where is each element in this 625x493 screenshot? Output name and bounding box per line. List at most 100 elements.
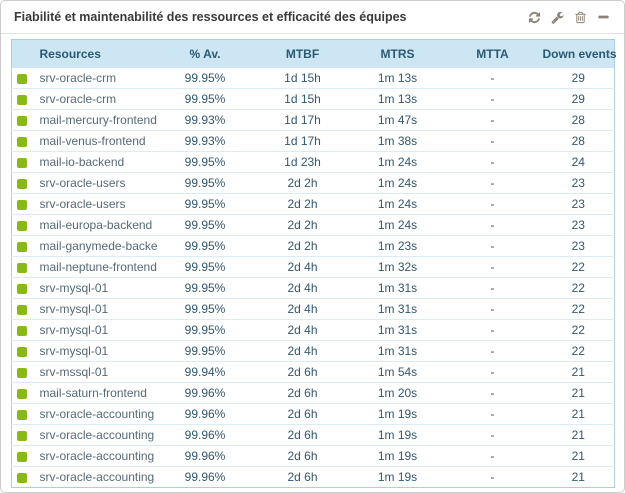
- mtbf-value: 2d 6h: [252, 361, 353, 383]
- mtbf-value: 2d 2h: [252, 172, 353, 194]
- table-row[interactable]: mail-europa-backend 99.95% 2d 2h 1m 24s …: [11, 214, 615, 236]
- widget-header: Fiabilité et maintenabilité des ressourc…: [1, 1, 624, 34]
- table-row[interactable]: srv-mysql-01 99.95% 2d 4h 1m 31s - 22: [11, 319, 615, 341]
- table-row[interactable]: mail-saturn-frontend 99.96% 2d 6h 1m 20s…: [11, 382, 615, 404]
- table-row[interactable]: mail-io-backend 99.95% 1d 23h 1m 24s - 2…: [11, 151, 615, 173]
- widget-toolbar: [526, 9, 612, 26]
- table-row[interactable]: srv-oracle-crm 99.95% 1d 15h 1m 13s - 29: [12, 68, 615, 89]
- status-cell: [11, 319, 40, 341]
- status-cell: [11, 403, 40, 425]
- mtrs-value: 1m 31s: [352, 319, 443, 341]
- widget-title: Fiabilité et maintenabilité des ressourc…: [14, 10, 407, 24]
- mtta-value: -: [490, 71, 495, 85]
- column-header-mtrs[interactable]: MTRS: [352, 39, 443, 68]
- mtta-value: -: [442, 361, 543, 383]
- status-up-icon: [17, 157, 27, 168]
- column-header-down-events[interactable]: Down events: [542, 39, 617, 68]
- down-events-value: 23: [542, 214, 615, 236]
- table-row[interactable]: srv-mysql-01 99.95% 2d 4h 1m 31s - 22: [11, 340, 615, 362]
- status-cell: [11, 193, 40, 215]
- status-up-icon: [17, 94, 27, 105]
- resource-name: srv-oracle-accounting: [39, 424, 158, 446]
- table-row[interactable]: mail-ganymede-backend 99.95% 2d 2h 1m 23…: [11, 235, 615, 257]
- collapse-button[interactable]: [595, 9, 612, 26]
- configure-button[interactable]: [549, 9, 566, 26]
- table-row[interactable]: srv-mysql-01 99.95% 2d 4h 1m 31s - 22: [11, 298, 615, 320]
- mtta-value: -: [442, 445, 543, 467]
- mtrs-value: 1m 24s: [352, 193, 443, 215]
- column-header-mtbf[interactable]: MTBF: [252, 39, 353, 68]
- table-row[interactable]: srv-oracle-accounting 99.96% 2d 6h 1m 19…: [11, 445, 615, 467]
- mtbf-value: 2d 2h: [252, 235, 353, 257]
- availability-value: 99.95%: [157, 88, 253, 110]
- availability-value: 99.95%: [157, 172, 253, 194]
- table-row[interactable]: srv-oracle-accounting 99.96% 2d 6h 1m 19…: [11, 466, 615, 488]
- mtbf-value: 2d 6h: [252, 424, 353, 446]
- table-row[interactable]: mail-mercury-frontend 99.93% 1d 17h 1m 4…: [11, 109, 615, 131]
- table-row[interactable]: srv-oracle-users 99.95% 2d 2h 1m 24s - 2…: [11, 172, 615, 194]
- status-up-icon: [17, 73, 27, 84]
- down-events-value: 22: [542, 340, 615, 362]
- column-header-mtta[interactable]: MTTA: [442, 39, 543, 68]
- status-cell: [11, 424, 40, 446]
- mtbf-value: 2d 4h: [252, 298, 353, 320]
- mtta-value: -: [442, 466, 543, 488]
- mtrs-value: 1m 24s: [352, 214, 443, 236]
- table-row[interactable]: srv-mysql-01 99.95% 2d 4h 1m 31s - 22: [11, 277, 615, 299]
- trash-icon: [574, 11, 587, 24]
- availability-value: 99.93%: [157, 130, 253, 152]
- mtrs-value: 1m 19s: [352, 466, 443, 488]
- status-cell: [11, 298, 40, 320]
- column-header-availability[interactable]: % Av.: [157, 39, 253, 68]
- mtbf-value: 1d 17h: [252, 130, 353, 152]
- table-row[interactable]: srv-oracle-crm 99.95% 1d 15h 1m 13s - 29: [11, 88, 615, 110]
- status-cell: [11, 235, 40, 257]
- availability-value: 99.95%: [157, 193, 253, 215]
- resource-name: srv-mysql-01: [39, 298, 158, 320]
- table-row[interactable]: srv-oracle-accounting 99.96% 2d 6h 1m 19…: [11, 424, 615, 446]
- status-cell: [11, 361, 40, 383]
- status-up-icon: [17, 409, 27, 420]
- mtbf-value: 1d 15h: [252, 88, 353, 110]
- availability-value: 99.95%: [184, 71, 226, 85]
- mtbf-value: 2d 6h: [252, 382, 353, 404]
- mtrs-value: 1m 31s: [352, 277, 443, 299]
- mtta-value: -: [442, 340, 543, 362]
- availability-value: 99.95%: [157, 151, 253, 173]
- status-up-icon: [17, 367, 27, 378]
- status-up-icon: [17, 451, 27, 462]
- down-events-value: 23: [542, 193, 615, 215]
- table-row[interactable]: srv-oracle-accounting 99.96% 2d 6h 1m 19…: [11, 403, 615, 425]
- status-up-icon: [17, 346, 27, 357]
- mtrs-value: 1m 19s: [352, 424, 443, 446]
- down-events-value: 22: [542, 319, 615, 341]
- mtrs-value: 1m 24s: [352, 172, 443, 194]
- resource-name: mail-mercury-frontend: [39, 109, 158, 131]
- mtta-value: -: [442, 319, 543, 341]
- table-row[interactable]: mail-venus-frontend 99.93% 1d 17h 1m 38s…: [11, 130, 615, 152]
- status-cell: [11, 382, 40, 404]
- availability-value: 99.96%: [157, 466, 253, 488]
- mtbf-value: 2d 4h: [252, 256, 353, 278]
- status-up-icon: [17, 304, 27, 315]
- column-header-resources[interactable]: Resources: [39, 39, 158, 68]
- mtrs-value: 1m 23s: [352, 235, 443, 257]
- resource-name: srv-mysql-01: [39, 277, 158, 299]
- status-up-icon: [17, 136, 27, 147]
- down-events-value: 21: [542, 361, 615, 383]
- status-cell: [11, 340, 40, 362]
- status-up-icon: [17, 220, 27, 231]
- delete-button[interactable]: [572, 9, 589, 26]
- mtbf-value: 2d 4h: [252, 277, 353, 299]
- down-events-value: 22: [542, 298, 615, 320]
- refresh-button[interactable]: [526, 9, 543, 26]
- status-up-icon: [17, 388, 27, 399]
- resource-name: srv-oracle-accounting: [39, 466, 158, 488]
- table-row[interactable]: srv-oracle-users 99.95% 2d 2h 1m 24s - 2…: [11, 193, 615, 215]
- mtrs-value: 1m 31s: [352, 298, 443, 320]
- down-events-value: 29: [571, 71, 585, 85]
- table-row[interactable]: srv-mssql-01 99.94% 2d 6h 1m 54s - 21: [11, 361, 615, 383]
- mtta-value: -: [442, 424, 543, 446]
- table-row[interactable]: mail-neptune-frontend 99.95% 2d 4h 1m 32…: [11, 256, 615, 278]
- resource-name: mail-neptune-frontend: [39, 256, 158, 278]
